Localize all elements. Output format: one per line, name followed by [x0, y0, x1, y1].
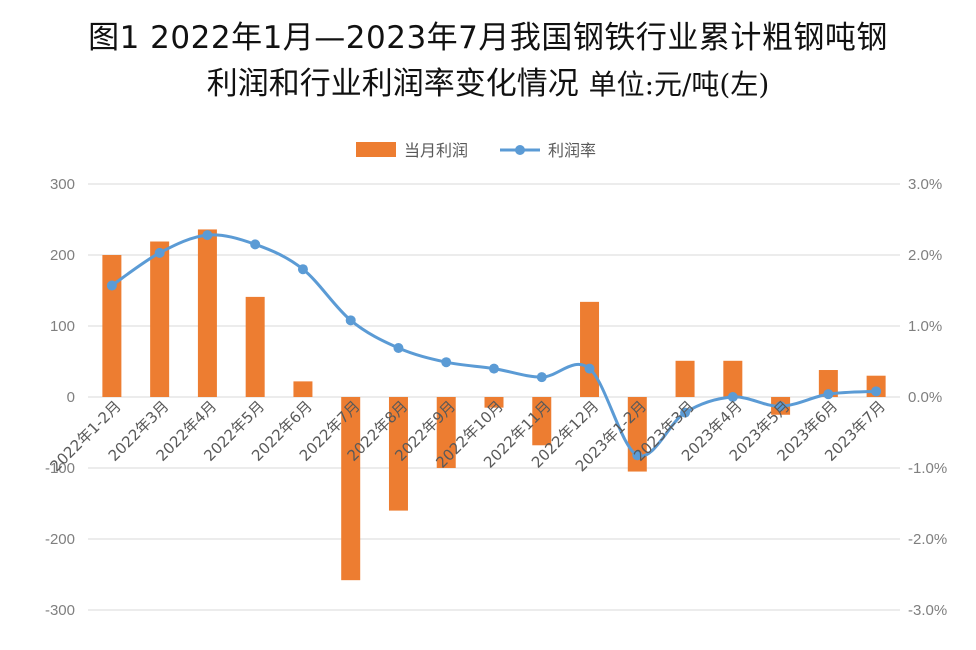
y-right-tick-label: -1.0%: [908, 460, 947, 477]
bar: [484, 397, 504, 408]
y-right-tick-label: 1.0%: [908, 318, 942, 335]
y-left-tick-label: 100: [50, 318, 75, 335]
bar: [580, 301, 600, 397]
bar: [675, 360, 695, 397]
y-left-tick-label: -200: [45, 531, 75, 548]
y-left-tick-label: 200: [50, 247, 75, 264]
y-right-tick-label: -3.0%: [908, 602, 947, 619]
line-point: [632, 450, 643, 461]
line-point: [154, 247, 165, 258]
line-point: [202, 230, 213, 241]
legend-swatch-marker: [515, 145, 525, 155]
line-point: [584, 363, 595, 374]
y-right-tick-label: -2.0%: [908, 531, 947, 548]
bar: [293, 381, 313, 397]
line-point: [489, 363, 499, 374]
bar: [388, 397, 408, 511]
bar: [245, 296, 265, 397]
y-left-tick-label: 300: [50, 176, 75, 193]
bar: [723, 360, 743, 397]
bar: [436, 397, 456, 468]
bar: [532, 397, 552, 446]
line-point: [823, 389, 834, 400]
x-tick-label: 2022年1-2月: [46, 397, 124, 475]
legend-label-line: 利润率: [548, 141, 596, 160]
y-right-tick-label: 2.0%: [908, 247, 942, 264]
legend-label-bar: 当月利润: [404, 141, 468, 160]
line-point: [871, 386, 882, 397]
y-left-tick-label: 0: [67, 389, 75, 406]
chart-title-line2: 利润和行业利润率变化情况 单位:元/吨(左): [0, 58, 976, 103]
line-point: [345, 315, 356, 326]
chart-title-unit: 单位:元/吨(左): [588, 68, 770, 101]
legend-swatch-bar: [356, 142, 396, 157]
y-left-tick-label: -300: [45, 602, 75, 619]
y-left-tick-label: -100: [45, 460, 75, 477]
line-point: [106, 280, 117, 291]
line-point: [536, 372, 547, 383]
y-right-tick-label: 0.0%: [908, 389, 942, 406]
line-point: [297, 264, 308, 275]
line-point: [393, 343, 404, 354]
line-point: [727, 392, 738, 402]
line-point: [441, 357, 452, 368]
bar: [102, 255, 122, 397]
line-point: [680, 407, 691, 418]
line-point: [775, 401, 786, 412]
bar: [197, 229, 217, 397]
bar: [150, 241, 170, 397]
chart-title-text: 利润和行业利润率变化情况: [206, 66, 579, 102]
bar: [818, 370, 838, 397]
y-right-tick-label: 3.0%: [908, 176, 942, 193]
bar: [341, 397, 361, 581]
line-point: [250, 239, 261, 250]
chart-title-line1: 图1 2022年1月—2023年7月我国钢铁行业累计粗钢吨钢: [88, 20, 888, 56]
